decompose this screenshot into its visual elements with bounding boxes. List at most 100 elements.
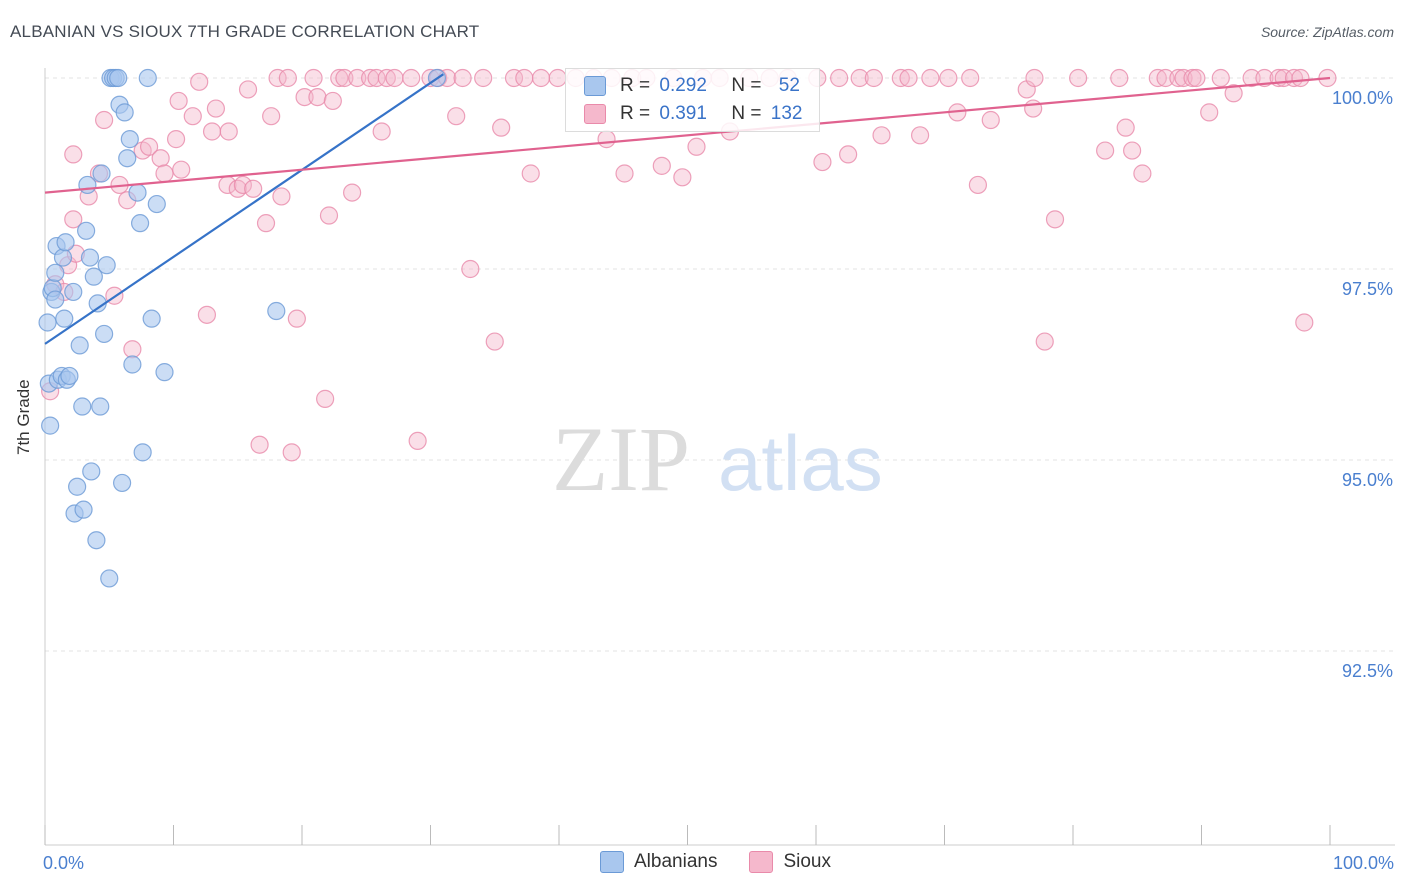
sioux-point (1045, 210, 1065, 229)
sioux-point (1183, 68, 1202, 88)
sioux-point (139, 137, 159, 156)
albanian-point (155, 363, 174, 382)
sioux-point (367, 68, 386, 88)
sioux-point (1295, 313, 1314, 332)
sioux-point (1123, 141, 1142, 160)
sioux-point (408, 431, 427, 450)
albanian-point (92, 164, 111, 183)
sioux-point (1148, 68, 1167, 88)
albanian-point (80, 248, 100, 267)
sioux-point (1211, 68, 1230, 88)
sioux-point (233, 175, 252, 195)
x-tick-labels: 0.0% 100.0% (43, 853, 1394, 873)
albanian-point (267, 301, 286, 321)
sioux-point (202, 122, 222, 141)
sioux-point (377, 68, 396, 88)
sioux-point (372, 122, 391, 141)
albanian-point (74, 500, 93, 519)
legend-item-albanians: Albanians (600, 851, 717, 873)
albanians-trend-line (44, 73, 444, 345)
n-label: N = (731, 103, 767, 124)
sioux-point (921, 68, 940, 88)
sioux-point (308, 87, 327, 107)
albanian-point (73, 397, 92, 416)
sioux-point (1255, 68, 1274, 88)
albanian-point (91, 397, 110, 416)
sioux-point (864, 68, 883, 88)
sioux-point (304, 68, 323, 88)
r-label: R = (620, 103, 656, 124)
sioux-point (348, 68, 367, 88)
sioux-trend-line (44, 76, 1331, 194)
legend-row-sioux: R = 0.391 N = 132 (584, 101, 802, 127)
sioux-point (262, 107, 281, 126)
legend-item-sioux: Sioux (749, 851, 831, 873)
sioux-point (1096, 141, 1115, 160)
y-tick-label: 97.5% (1342, 279, 1393, 299)
sioux-point (335, 68, 354, 88)
sioux-point (190, 72, 209, 91)
sioux-point (1025, 68, 1044, 88)
sioux-point (615, 164, 634, 183)
sioux-point (155, 164, 174, 183)
sioux-point (850, 68, 869, 88)
r-value: 0.391 (659, 103, 707, 124)
sioux-swatch (584, 104, 606, 124)
sioux-point (219, 122, 238, 141)
sioux-point (1110, 68, 1129, 88)
albanians-legend-swatch (600, 851, 624, 873)
sioux-point (872, 126, 891, 145)
y-axis-label: 7th Grade (14, 379, 33, 455)
sioux-point (939, 68, 958, 88)
sioux-point (282, 443, 301, 462)
watermark-atlas: atlas (718, 419, 883, 507)
sioux-point (504, 68, 524, 88)
sioux-point (402, 68, 421, 88)
albanian-point (38, 313, 57, 332)
sioux-point (492, 118, 511, 137)
albanian-point (70, 336, 89, 355)
albanian-point (109, 68, 128, 88)
x-tick-label-left: 0.0% (43, 853, 84, 873)
sioux-point (961, 68, 980, 88)
albanian-points (38, 68, 447, 588)
correlation-legend: R = 0.292 N = 52 R = 0.391 N = 132 (565, 68, 820, 132)
sioux-point (206, 99, 226, 118)
sioux-point (687, 137, 706, 156)
sioux-point (1133, 164, 1152, 183)
albanian-point (95, 324, 114, 344)
albanian-point (77, 221, 96, 240)
albanian-point (78, 175, 97, 195)
axes (44, 68, 1395, 846)
sioux-point (123, 340, 142, 359)
sioux-point (1035, 332, 1054, 351)
sioux-point (1116, 118, 1135, 137)
sioux-point (319, 206, 339, 225)
sioux-point (652, 156, 671, 175)
albanian-point (142, 309, 161, 328)
albanian-point (82, 462, 101, 481)
albanians-swatch (584, 76, 606, 96)
albanian-point (100, 569, 119, 588)
sioux-point (839, 145, 858, 164)
r-label: R = (620, 75, 656, 96)
albanian-point (120, 130, 139, 149)
watermark: ZIP atlas (552, 408, 883, 510)
sioux-point (485, 332, 504, 351)
sioux-point (1069, 68, 1088, 88)
sioux-point (1242, 68, 1261, 88)
sioux-point (169, 91, 188, 111)
sioux-point (1156, 68, 1175, 88)
sioux-point (197, 305, 217, 324)
sioux-point (1200, 103, 1219, 122)
sioux-point (278, 68, 297, 88)
albanians-legend-label: Albanians (634, 851, 718, 872)
sioux-point (272, 187, 291, 206)
albanian-point (87, 531, 106, 550)
albanian-point (60, 366, 79, 386)
albanian-point (46, 263, 65, 282)
sioux-point (891, 68, 910, 88)
series-legend: Albanians Sioux (600, 851, 863, 873)
sioux-point (250, 435, 269, 454)
